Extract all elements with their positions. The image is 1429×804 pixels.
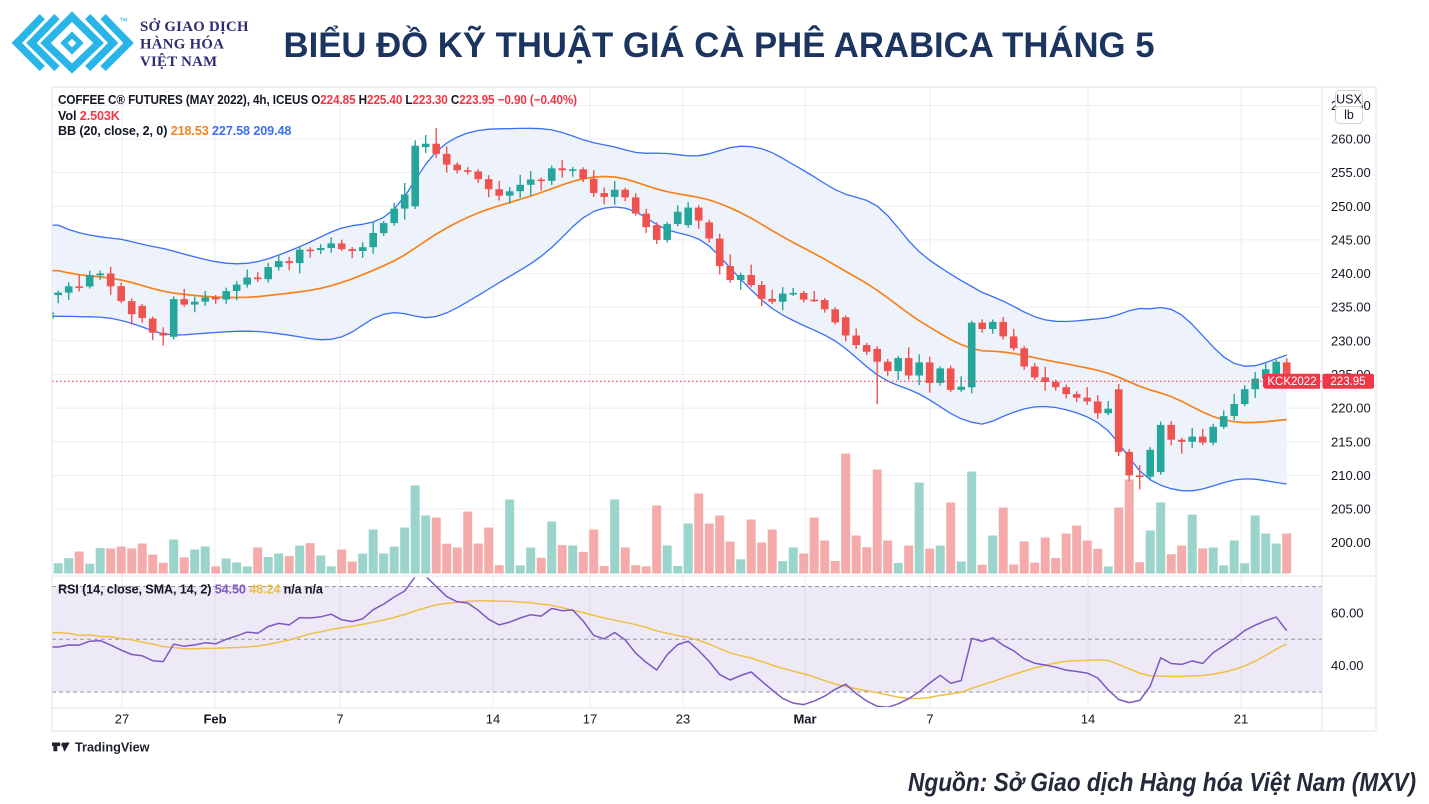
svg-text:27: 27 (115, 712, 129, 727)
svg-text:7: 7 (336, 712, 343, 727)
svg-text:KCK2022: KCK2022 (1267, 376, 1316, 388)
svg-text:245.00: 245.00 (1331, 232, 1371, 247)
svg-text:VIỆT NAM: VIỆT NAM (140, 53, 217, 70)
svg-text:HÀNG HÓA: HÀNG HÓA (140, 36, 224, 53)
svg-text:223.95: 223.95 (1330, 376, 1365, 388)
svg-text:BB (20, close, 2, 0) 218.53 22: BB (20, close, 2, 0) 218.53 227.58 209.4… (58, 124, 291, 138)
svg-text:lb: lb (1344, 108, 1354, 122)
svg-text:17: 17 (583, 712, 597, 727)
svg-text:220.00: 220.00 (1331, 401, 1371, 416)
svg-text:21: 21 (1234, 712, 1248, 727)
svg-text:230.00: 230.00 (1331, 333, 1371, 348)
svg-text:40.00: 40.00 (1331, 658, 1364, 673)
svg-text:COFFEE C® FUTURES (MAY 2022),: COFFEE C® FUTURES (MAY 2022), 4h, ICEUS … (58, 93, 577, 107)
svg-text:SỞ GIAO DỊCH: SỞ GIAO DỊCH (140, 18, 249, 35)
svg-text:255.00: 255.00 (1331, 165, 1371, 180)
svg-text:240.00: 240.00 (1331, 266, 1371, 281)
svg-text:60.00: 60.00 (1331, 605, 1364, 620)
svg-text:260.00: 260.00 (1331, 132, 1371, 147)
svg-text:210.00: 210.00 (1331, 468, 1371, 483)
svg-text:7: 7 (926, 712, 933, 727)
svg-text:RSI (14, close, SMA, 14, 2) 54: RSI (14, close, SMA, 14, 2) 54.50 48.24 … (58, 583, 324, 597)
svg-text:Nguồn: Sở Giao dịch Hàng hóa V: Nguồn: Sở Giao dịch Hàng hóa Việt Nam (M… (908, 767, 1416, 797)
svg-text:14: 14 (1081, 712, 1095, 727)
svg-text:205.00: 205.00 (1331, 502, 1371, 517)
svg-text:Feb: Feb (203, 712, 226, 727)
svg-text:Mar: Mar (793, 712, 816, 727)
svg-text:BIỂU ĐỒ KỸ THUẬT GIÁ CÀ PHÊ AR: BIỂU ĐỒ KỸ THUẬT GIÁ CÀ PHÊ ARABICA THÁN… (284, 25, 1155, 65)
svg-text:USX: USX (1336, 93, 1362, 107)
svg-text:™: ™ (119, 16, 128, 26)
svg-text:200.00: 200.00 (1331, 535, 1371, 550)
svg-text:14: 14 (486, 712, 500, 727)
svg-text:250.00: 250.00 (1331, 199, 1371, 214)
svg-text:215.00: 215.00 (1331, 434, 1371, 449)
svg-text:23: 23 (676, 712, 690, 727)
svg-text:Vol 2.503K: Vol 2.503K (58, 109, 120, 123)
svg-text:235.00: 235.00 (1331, 300, 1371, 315)
svg-text:TradingView: TradingView (75, 740, 150, 754)
